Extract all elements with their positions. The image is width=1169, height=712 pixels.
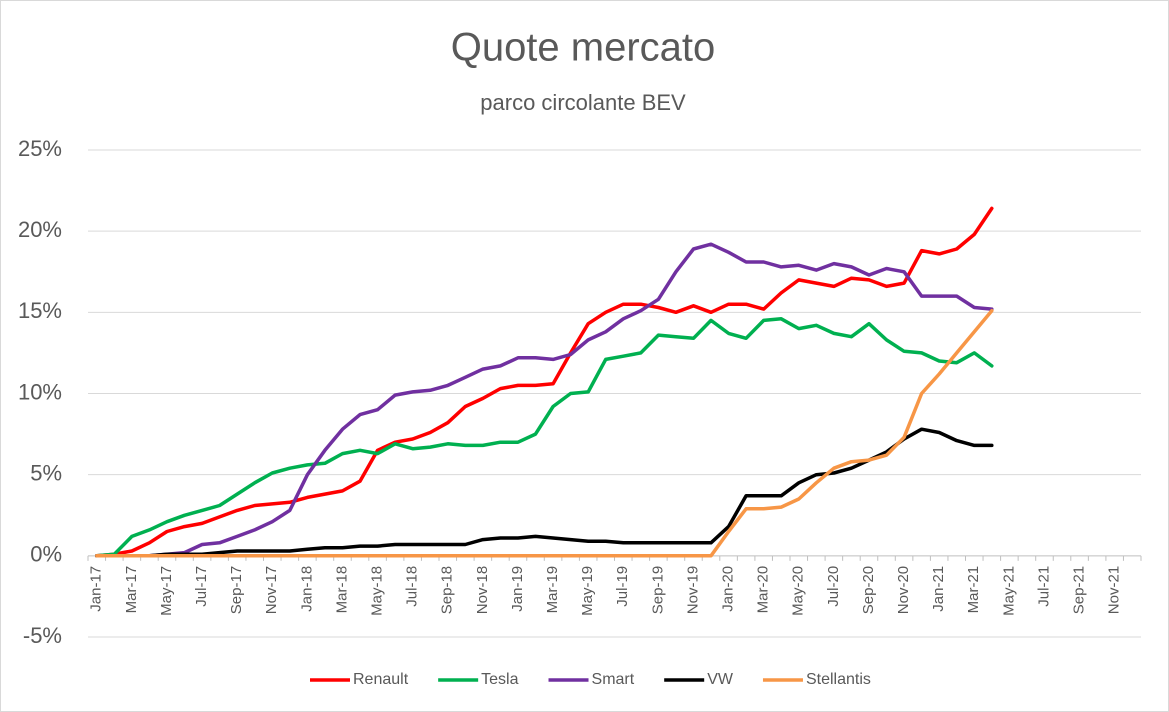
x-tick-label: Nov-19 [684,566,701,614]
x-tick-label: Nov-21 [1106,566,1123,614]
x-tick-label: Mar-19 [544,566,561,614]
chart-subtitle: parco circolante BEV [480,90,686,115]
y-tick-label: 5% [30,460,62,485]
x-tick-label: Nov-20 [895,566,912,614]
x-tick-label: Mar-17 [123,566,140,614]
legend-label: Renault [353,671,409,688]
chart-title: Quote mercato [451,26,716,70]
series-line [95,242,994,558]
x-tick-label: Sep-18 [439,566,456,614]
x-tick-label: Nov-17 [263,566,280,614]
y-tick-label: 0% [30,542,62,567]
x-tick-label: Jan-19 [509,566,526,612]
x-tick-label: May-19 [579,566,596,616]
series-line [95,427,994,558]
x-tick-label: May-20 [790,566,807,616]
y-tick-label: 10% [18,379,62,404]
series-line [95,308,994,558]
legend-label: VW [707,671,734,688]
x-tick-label: Jul-19 [614,566,631,607]
x-tick-label: Mar-20 [755,566,772,614]
y-tick-label: -5% [23,623,62,648]
x-tick-label: Sep-17 [228,566,245,614]
x-tick-label: Sep-20 [860,566,877,614]
legend-label: Tesla [481,671,518,688]
x-tick-label: Jul-21 [1035,566,1052,607]
y-tick-label: 20% [18,217,62,242]
x-tick-label: Mar-18 [333,566,350,614]
x-tick-label: Nov-18 [474,566,491,614]
x-tick-label: Jul-18 [404,566,421,607]
y-tick-label: 25% [18,136,62,161]
x-tick-label: May-18 [369,566,386,616]
x-tick-label: Jan-21 [930,566,947,612]
y-tick-label: 15% [18,298,62,323]
x-tick-label: May-21 [1000,566,1017,616]
series-line [95,317,994,558]
x-tick-label: Sep-19 [649,566,666,614]
series-line [95,206,994,558]
x-tick-label: Jan-20 [720,566,737,612]
x-tick-label: Jan-18 [298,566,315,612]
legend-label: Stellantis [806,671,871,688]
x-tick-label: Jul-20 [825,566,842,607]
legend-label: Smart [592,671,635,688]
x-tick-label: Mar-21 [965,566,982,614]
x-tick-label: Sep-21 [1071,566,1088,614]
x-tick-label: Jan-17 [88,566,105,612]
x-tick-label: Jul-17 [193,566,210,607]
x-tick-label: May-17 [158,566,175,616]
